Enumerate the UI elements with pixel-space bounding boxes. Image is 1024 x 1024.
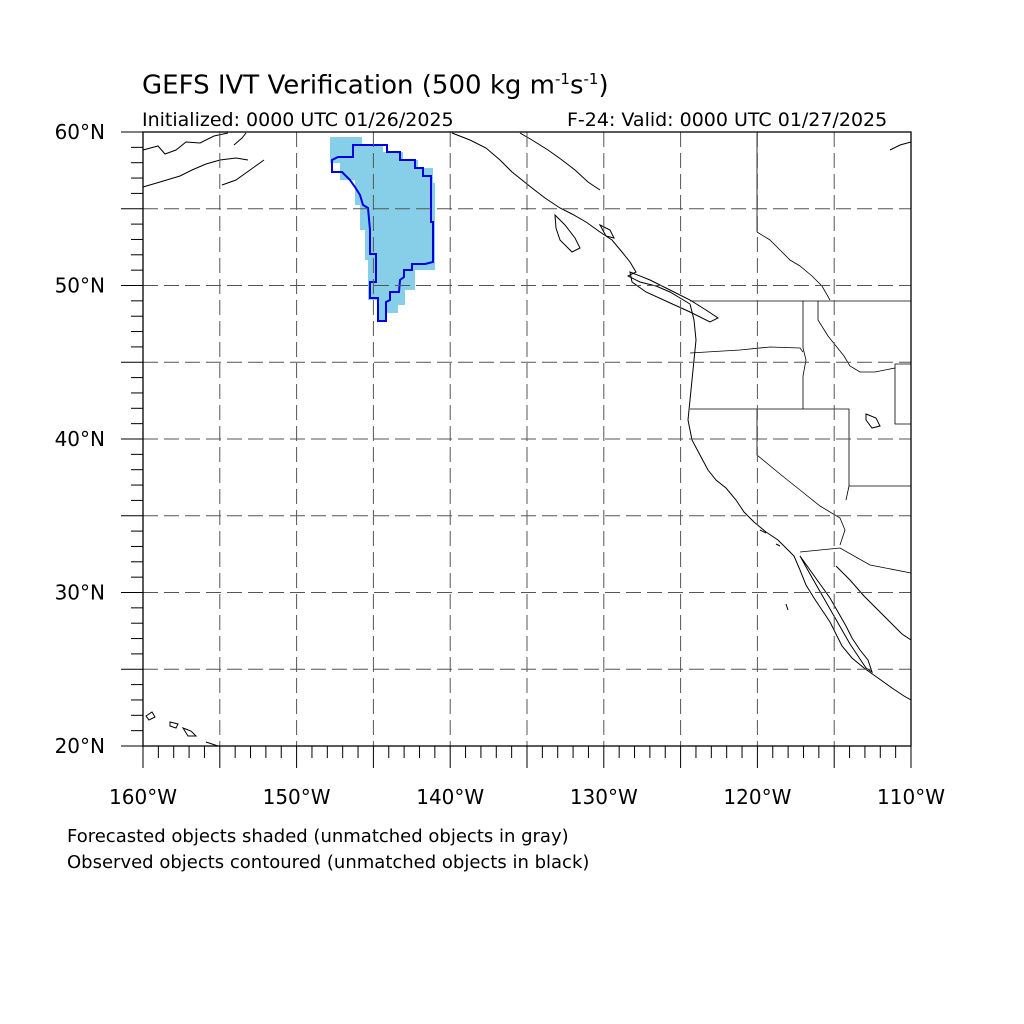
coastline-segment (142, 132, 229, 155)
lat-label: 30°N (55, 581, 105, 605)
lat-label: 20°N (55, 734, 105, 758)
lon-label: 120°W (723, 785, 791, 809)
coastline-segment (799, 555, 873, 674)
political-border (845, 485, 850, 501)
lat-label: 40°N (55, 427, 105, 451)
political-border (756, 409, 846, 546)
coastline-segment (835, 565, 912, 641)
coastline-segment (145, 711, 156, 721)
coastline-segment (233, 132, 247, 146)
lon-label: 160°W (109, 785, 177, 809)
political-border (689, 346, 804, 354)
map-title: GEFS IVT Verification (500 kg m-1s-1) (142, 70, 609, 101)
coastline-segment (629, 271, 719, 323)
axis-labels: 20°N 30°N 40°N 50°N 60°N 160°W 150°W 140°W 130°W… (55, 120, 946, 809)
coastline-segment (221, 159, 265, 186)
political-border (690, 408, 911, 487)
political-border (756, 231, 831, 301)
political-border (799, 547, 912, 574)
coastline-segment (205, 741, 219, 747)
coastline-segment (865, 413, 881, 429)
coastline-segment (451, 132, 691, 305)
coastlines (142, 132, 912, 747)
coastline-segment (785, 603, 789, 611)
coastline-segment (775, 543, 781, 547)
grid-lines (143, 132, 911, 746)
political-border (894, 363, 912, 425)
coastline-segment (554, 213, 581, 253)
coastline-segment (889, 141, 912, 151)
political-border (817, 301, 896, 373)
lat-label: 60°N (55, 120, 105, 144)
forecast-object (330, 137, 435, 320)
coastline-segment (169, 721, 179, 729)
political-border (802, 301, 807, 409)
axis-ticks (121, 131, 912, 768)
coastline-segment (759, 529, 767, 534)
initialized-time: Initialized: 0000 UTC 01/26/2025 (142, 109, 454, 131)
observed-note: Observed objects contoured (unmatched ob… (67, 852, 590, 873)
lon-label: 140°W (416, 785, 484, 809)
lat-label: 50°N (55, 274, 105, 298)
coastline-segment (687, 303, 912, 701)
coastline-segment (598, 223, 615, 239)
coastline-segment (181, 727, 198, 737)
lon-label: 110°W (877, 785, 945, 809)
lon-label: 150°W (263, 785, 331, 809)
forecast-note: Forecasted objects shaded (unmatched obj… (67, 826, 569, 847)
valid-time: F-24: Valid: 0000 UTC 01/27/2025 (567, 109, 888, 131)
coastline-segment (519, 132, 601, 191)
lon-label: 130°W (570, 785, 638, 809)
observed-object-contour (331, 144, 434, 322)
coastline-segment (142, 157, 249, 188)
